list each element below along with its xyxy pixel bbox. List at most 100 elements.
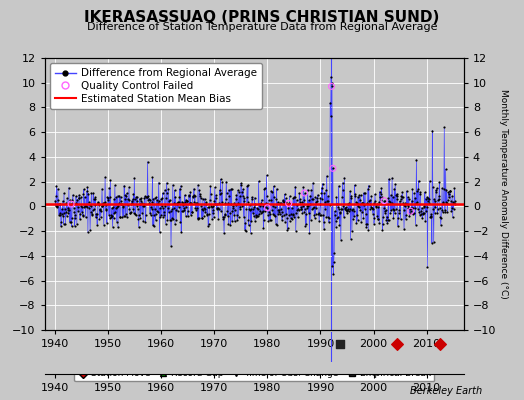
Point: [336, 341, 345, 347]
Point: [141, 212, 150, 218]
Point: [208, 203, 216, 210]
Point: [398, 189, 407, 196]
Point: [399, 207, 408, 214]
Point: [236, 204, 245, 211]
Point: [64, 204, 72, 211]
Point: [300, 209, 308, 215]
Point: [344, 200, 352, 207]
Point: [403, 200, 411, 207]
Point: [301, 206, 309, 212]
Point: [174, 199, 182, 206]
Point: [277, 206, 285, 212]
Point: [335, 206, 343, 212]
Point: [309, 180, 317, 186]
Point: [427, 213, 435, 219]
Point: [230, 211, 238, 218]
Point: [316, 195, 325, 201]
Point: [80, 186, 88, 193]
Point: [414, 178, 423, 184]
Point: [309, 204, 318, 211]
Point: [94, 198, 102, 205]
Point: [302, 205, 311, 212]
Point: [239, 186, 247, 192]
Point: [205, 211, 213, 218]
Point: [54, 212, 63, 218]
Point: [359, 200, 367, 206]
Point: [351, 191, 359, 197]
Point: [272, 196, 280, 202]
Point: [402, 188, 411, 194]
Point: [322, 173, 331, 179]
Point: [144, 192, 152, 199]
Point: [400, 202, 409, 208]
Point: [108, 224, 117, 230]
Point: [372, 203, 380, 209]
Point: [343, 207, 352, 214]
Point: [79, 191, 88, 197]
Point: [410, 205, 419, 211]
Point: [308, 206, 316, 212]
Point: [274, 210, 282, 217]
Point: [244, 217, 253, 223]
Point: [206, 196, 214, 203]
Point: [95, 202, 103, 208]
Point: [68, 197, 77, 204]
Point: [321, 199, 329, 206]
Point: [195, 191, 204, 197]
Point: [231, 207, 239, 213]
Legend: Station Move, Record Gap, Time of Obs. Change, Empirical Break: Station Move, Record Gap, Time of Obs. C…: [74, 365, 434, 382]
Point: [351, 182, 359, 188]
Point: [295, 190, 303, 196]
Point: [407, 208, 415, 214]
Point: [373, 216, 381, 222]
Point: [146, 196, 155, 203]
Point: [347, 192, 356, 199]
Point: [212, 192, 220, 199]
Point: [158, 194, 166, 201]
Point: [319, 180, 327, 187]
Point: [433, 206, 442, 212]
Point: [219, 214, 227, 220]
Point: [139, 218, 147, 224]
Point: [375, 220, 384, 227]
Point: [217, 190, 226, 197]
Point: [67, 223, 75, 230]
Point: [446, 188, 455, 194]
Point: [434, 197, 442, 203]
Point: [135, 224, 143, 230]
Point: [200, 212, 208, 219]
Point: [79, 213, 87, 219]
Point: [420, 202, 429, 209]
Point: [141, 218, 149, 225]
Point: [273, 222, 281, 228]
Point: [328, 83, 336, 90]
Point: [205, 204, 214, 210]
Point: [138, 200, 146, 206]
Point: [399, 194, 407, 200]
Point: [408, 205, 416, 211]
Point: [394, 222, 402, 229]
Point: [179, 208, 187, 215]
Point: [307, 187, 315, 193]
Point: [105, 184, 113, 191]
Point: [187, 212, 195, 218]
Point: [180, 205, 188, 211]
Point: [186, 189, 194, 195]
Point: [83, 184, 92, 190]
Point: [71, 215, 79, 221]
Point: [384, 217, 392, 224]
Point: [70, 223, 79, 229]
Point: [53, 186, 62, 192]
Point: [437, 215, 445, 222]
Point: [279, 197, 287, 203]
Point: [175, 194, 183, 200]
Point: [62, 213, 71, 219]
Point: [254, 206, 262, 212]
Point: [63, 195, 71, 202]
Point: [88, 211, 96, 217]
Point: [97, 208, 105, 214]
Point: [361, 190, 369, 196]
Point: [118, 214, 127, 220]
Point: [77, 203, 85, 209]
Point: [374, 216, 383, 222]
